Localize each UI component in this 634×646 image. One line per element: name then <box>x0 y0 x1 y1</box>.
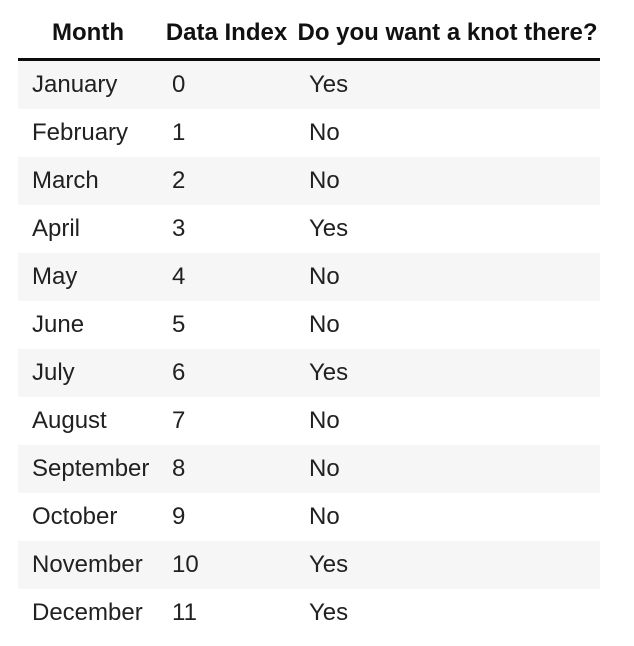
cell-month: August <box>32 407 107 434</box>
cell-knot: No <box>309 263 340 290</box>
cell-knot: No <box>309 503 340 530</box>
table-row: October 9 No <box>18 493 600 541</box>
cell-knot: Yes <box>309 551 349 578</box>
cell-month: April <box>32 215 81 242</box>
cell-data-index: 0 <box>172 71 186 98</box>
header-row: Month Data Index Do you want a knot ther… <box>18 8 600 61</box>
cell-month: June <box>32 311 85 338</box>
cell-data-index: 2 <box>172 167 186 194</box>
cell-knot: Yes <box>309 71 349 98</box>
table-body: January 0 Yes February 1 No March 2 No April 3 Yes M… <box>18 59 600 637</box>
cell-data-index: 3 <box>172 215 186 242</box>
table-row: May 4 No <box>18 253 600 301</box>
table-row: January 0 Yes <box>18 59 600 109</box>
cell-knot: No <box>309 311 340 338</box>
cell-month: February <box>32 119 129 146</box>
cell-data-index: 5 <box>172 311 186 338</box>
table-row: August 7 No <box>18 397 600 445</box>
cell-data-index: 10 <box>172 551 199 578</box>
cell-data-index: 6 <box>172 359 186 386</box>
cell-month: October <box>32 503 118 530</box>
cell-knot: Yes <box>309 599 349 626</box>
cell-knot: No <box>309 119 340 146</box>
cell-data-index: 1 <box>172 119 186 146</box>
cell-knot: No <box>309 167 340 194</box>
cell-month: December <box>32 599 143 626</box>
table-row: April 3 Yes <box>18 205 600 253</box>
cell-knot: Yes <box>309 359 349 386</box>
cell-month: July <box>32 359 75 386</box>
cell-knot: Yes <box>309 215 349 242</box>
cell-month: January <box>32 71 118 98</box>
cell-data-index: 4 <box>172 263 186 290</box>
cell-data-index: 8 <box>172 455 186 482</box>
table-row: February 1 No <box>18 109 600 157</box>
cell-month: September <box>32 455 150 482</box>
table-row: September 8 No <box>18 445 600 493</box>
column-header-data-index: Data Index <box>158 8 295 61</box>
cell-month: November <box>32 551 143 578</box>
knot-table: Month Data Index Do you want a knot ther… <box>18 8 600 637</box>
cell-knot: No <box>309 455 340 482</box>
table-row: November 10 Yes <box>18 541 600 589</box>
cell-month: March <box>32 167 99 194</box>
table-row: July 6 Yes <box>18 349 600 397</box>
cell-data-index: 7 <box>172 407 186 434</box>
table-row: March 2 No <box>18 157 600 205</box>
table-row: June 5 No <box>18 301 600 349</box>
table-header: Month Data Index Do you want a knot ther… <box>18 8 600 61</box>
cell-month: May <box>32 263 78 290</box>
column-header-month: Month <box>18 8 158 61</box>
table-row: December 11 Yes <box>18 589 600 637</box>
cell-data-index: 9 <box>172 503 186 530</box>
cell-data-index: 11 <box>172 599 197 626</box>
cell-knot: No <box>309 407 340 434</box>
column-header-knot-question: Do you want a knot there? <box>295 8 600 61</box>
